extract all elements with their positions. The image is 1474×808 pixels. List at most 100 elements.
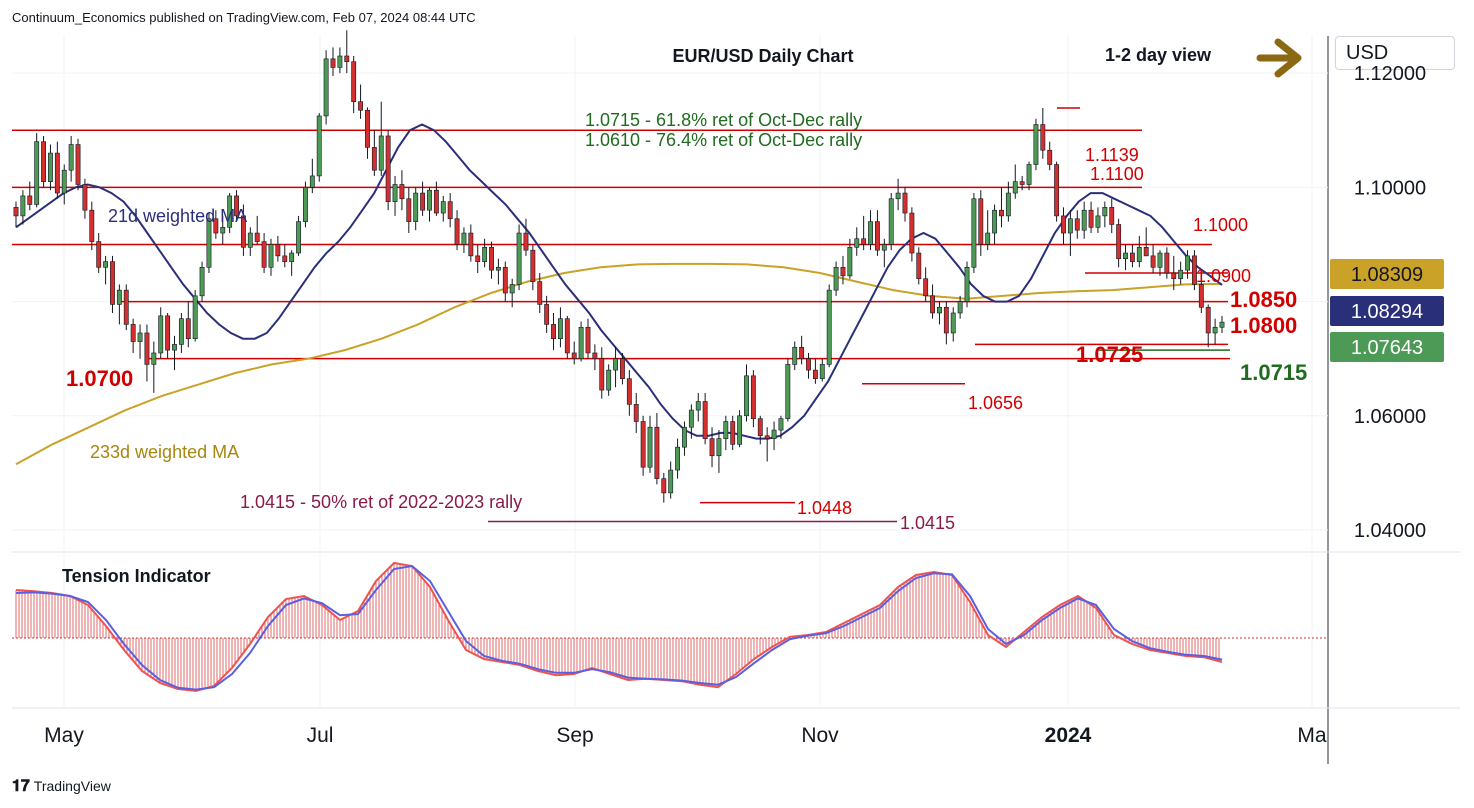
candle-body bbox=[323, 58, 329, 117]
candle-body bbox=[151, 352, 157, 365]
candle-body bbox=[1116, 224, 1122, 260]
candle-body bbox=[585, 326, 591, 354]
candle-body bbox=[385, 135, 391, 202]
candle-body bbox=[1102, 207, 1108, 217]
candle-body bbox=[509, 284, 515, 294]
candle-body bbox=[337, 55, 343, 68]
annotation-fib-76: 1.0610 - 76.4% ret of Oct-Dec rally bbox=[585, 130, 862, 150]
x-tick-label: Ma bbox=[1297, 724, 1326, 747]
candle-body bbox=[902, 192, 908, 214]
candle-body bbox=[626, 378, 632, 405]
candle-body bbox=[1136, 247, 1142, 262]
candle-body bbox=[1157, 252, 1163, 268]
outlook-arrow-icon bbox=[1256, 38, 1302, 78]
candle-body bbox=[371, 147, 377, 171]
annotation-ma21: 21d weighted MA bbox=[108, 206, 247, 226]
candle-body bbox=[530, 249, 536, 282]
candle-body bbox=[971, 198, 977, 268]
candle-body bbox=[1143, 247, 1149, 257]
candle-body bbox=[172, 344, 177, 351]
candle-body bbox=[695, 401, 701, 411]
candle-body bbox=[654, 426, 660, 479]
candle-body bbox=[792, 346, 798, 365]
level-label-1.0900: 1.0900 bbox=[1196, 266, 1251, 286]
candle-body bbox=[240, 215, 246, 248]
candle-body bbox=[13, 207, 19, 217]
candle-body bbox=[1012, 181, 1018, 194]
candle-body bbox=[1095, 215, 1101, 228]
candle-body bbox=[888, 198, 894, 245]
candle-body bbox=[847, 247, 853, 277]
annotation-fib-50: 1.0415 - 50% ret of 2022-2023 rally bbox=[240, 492, 522, 512]
candle-body bbox=[365, 109, 370, 148]
candle-body bbox=[1040, 124, 1046, 151]
x-tick-label: Nov bbox=[801, 724, 839, 747]
level-label-1.0448: 1.0448 bbox=[797, 498, 852, 518]
candle-body bbox=[482, 247, 488, 262]
candle-body bbox=[875, 221, 880, 251]
x-tick-label: May bbox=[44, 724, 84, 747]
candle-body bbox=[523, 232, 529, 251]
candle-body bbox=[413, 192, 419, 222]
price-badge-label: 1.07643 bbox=[1351, 337, 1423, 359]
candle-body bbox=[123, 289, 129, 325]
candle-body bbox=[220, 227, 226, 234]
candle-body bbox=[771, 429, 777, 439]
candle-body bbox=[303, 187, 308, 222]
candle-body bbox=[895, 192, 901, 200]
candle-body bbox=[978, 198, 984, 245]
candle-body bbox=[178, 318, 184, 345]
tradingview-icon: 𝟏𝟕 bbox=[12, 778, 30, 795]
candle-body bbox=[137, 332, 143, 342]
level-label-1.1000: 1.1000 bbox=[1193, 215, 1248, 235]
candle-body bbox=[881, 244, 887, 251]
candle-body bbox=[702, 401, 708, 439]
candle-body bbox=[82, 184, 88, 211]
price-badge bbox=[1330, 296, 1444, 326]
candle-body bbox=[1171, 272, 1177, 280]
candle-body bbox=[502, 266, 508, 294]
candle-body bbox=[764, 435, 770, 439]
level-label-1.0800: 1.0800 bbox=[1230, 313, 1297, 338]
candle-body bbox=[144, 332, 150, 365]
x-tick-label: Jul bbox=[307, 724, 334, 747]
candle-body bbox=[682, 426, 687, 448]
candle-body bbox=[268, 244, 274, 268]
candle-body bbox=[957, 301, 963, 314]
candle-body bbox=[909, 212, 915, 254]
candle-body bbox=[737, 415, 743, 445]
tension-title: Tension Indicator bbox=[62, 566, 211, 586]
candle-body bbox=[819, 364, 825, 379]
publisher-credit: Continuum_Economics published on Trading… bbox=[12, 10, 476, 25]
tradingview-logo[interactable]: 𝟏𝟕 TradingView bbox=[12, 778, 111, 796]
candle-body bbox=[943, 306, 949, 334]
candle-body bbox=[227, 195, 233, 228]
tension-signal-line bbox=[15, 564, 1223, 691]
level-label-1.0415: 1.0415 bbox=[900, 513, 955, 533]
candle-body bbox=[48, 152, 53, 182]
candle-body bbox=[1129, 252, 1135, 262]
candle-body bbox=[1150, 255, 1156, 268]
candle-body bbox=[1164, 252, 1170, 274]
candle-body bbox=[427, 189, 432, 211]
candle-body bbox=[1198, 284, 1204, 308]
candle-body bbox=[640, 421, 646, 468]
candle-body bbox=[647, 426, 653, 468]
candle-body bbox=[89, 209, 95, 242]
candle-body bbox=[27, 195, 33, 205]
level-label-1.0725: 1.0725 bbox=[1076, 342, 1143, 367]
candle-body bbox=[744, 375, 749, 417]
candle-body bbox=[930, 295, 935, 314]
level-label-1.1100: 1.1100 bbox=[1090, 164, 1144, 184]
candle-body bbox=[110, 261, 115, 305]
ma233-line bbox=[15, 262, 1223, 466]
candle-body bbox=[75, 144, 81, 185]
candle-body bbox=[282, 255, 288, 262]
candle-body bbox=[475, 255, 481, 262]
candle-body bbox=[192, 295, 198, 339]
candle-body bbox=[289, 252, 295, 262]
candle-body bbox=[999, 209, 1004, 217]
candle-body bbox=[799, 346, 805, 359]
currency-button[interactable]: USD bbox=[1335, 36, 1455, 70]
